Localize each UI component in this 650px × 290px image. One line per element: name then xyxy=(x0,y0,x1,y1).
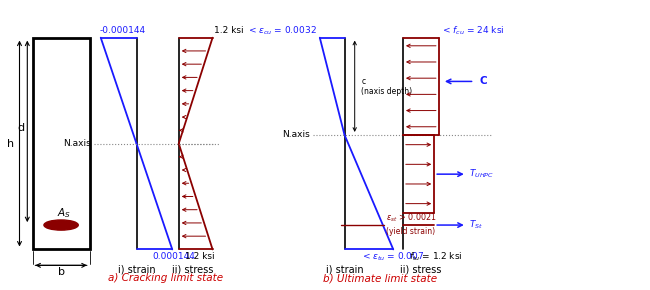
Text: d: d xyxy=(18,124,24,133)
Text: 1.2 ksi: 1.2 ksi xyxy=(214,26,244,35)
Text: (yield strain): (yield strain) xyxy=(386,226,436,235)
Text: $T_{St}$: $T_{St}$ xyxy=(469,219,484,231)
Text: N.axis: N.axis xyxy=(63,139,91,148)
Text: b) Ultimate limit state: b) Ultimate limit state xyxy=(323,273,437,283)
Text: $\varepsilon_{st}$ > 0.0021: $\varepsilon_{st}$ > 0.0021 xyxy=(386,212,437,224)
Text: -0.000144: -0.000144 xyxy=(99,26,146,35)
Text: < $\varepsilon_{tu}$ = 0.007: < $\varepsilon_{tu}$ = 0.007 xyxy=(362,250,424,263)
Bar xyxy=(32,38,90,249)
Text: b: b xyxy=(58,267,64,277)
Text: ii) stress: ii) stress xyxy=(400,265,441,275)
Text: $T_{UHPC}$: $T_{UHPC}$ xyxy=(469,168,495,180)
Text: i) strain: i) strain xyxy=(118,265,155,275)
Text: C: C xyxy=(479,77,487,86)
Text: 1.2 ksi: 1.2 ksi xyxy=(185,252,215,261)
Text: $f_{tu}$ = 1.2 ksi: $f_{tu}$ = 1.2 ksi xyxy=(410,250,463,263)
Text: < $\varepsilon_{cu}$ = 0.0032: < $\varepsilon_{cu}$ = 0.0032 xyxy=(248,24,317,37)
Text: ii) stress: ii) stress xyxy=(172,265,213,275)
Text: a) Cracking limit state: a) Cracking limit state xyxy=(108,273,224,283)
Text: 0.000144: 0.000144 xyxy=(152,252,195,261)
Text: $A_S$: $A_S$ xyxy=(57,206,72,220)
Text: < $f_{cu}$ = 24 ksi: < $f_{cu}$ = 24 ksi xyxy=(442,24,504,37)
Text: c
(naxis depth): c (naxis depth) xyxy=(361,77,412,96)
Ellipse shape xyxy=(44,220,78,230)
Text: h: h xyxy=(7,139,14,148)
Text: i) strain: i) strain xyxy=(326,265,363,275)
Text: N.axis: N.axis xyxy=(282,130,310,139)
